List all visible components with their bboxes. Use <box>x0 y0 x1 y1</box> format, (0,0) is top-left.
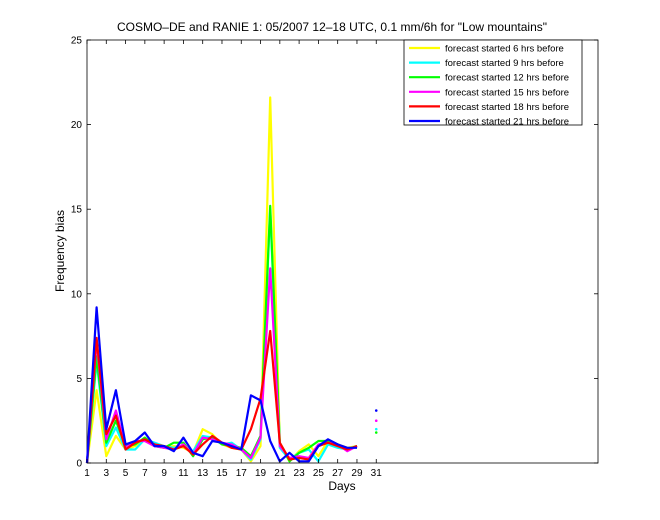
isolated-point <box>374 409 378 412</box>
legend-label: forecast started 21 hrs before <box>445 117 569 128</box>
legend: forecast started 6 hrs before forecast st… <box>403 39 583 128</box>
x-tick-label: 9 <box>161 468 167 479</box>
legend-label: forecast started 6 hrs before <box>445 44 564 55</box>
isolated-point <box>374 431 378 434</box>
y-tick-label: 25 <box>71 36 83 47</box>
x-tick-label: 17 <box>236 468 248 479</box>
x-tick-label: 3 <box>104 468 110 479</box>
y-tick-label: 20 <box>71 120 83 131</box>
y-tick-label: 15 <box>71 205 83 216</box>
chart-title: COSMO–DE and RANIE 1: 05/2007 12–18 UTC,… <box>117 20 547 34</box>
x-tick-label: 27 <box>332 468 344 479</box>
y-tick-label: 10 <box>71 289 83 300</box>
legend-label: forecast started 15 hrs before <box>445 87 569 98</box>
x-tick-label: 23 <box>294 468 306 479</box>
series-lines <box>85 96 358 464</box>
x-tick-label: 5 <box>123 468 129 479</box>
legend-label: forecast started 12 hrs before <box>445 73 569 84</box>
x-tick-label: 31 <box>371 468 383 479</box>
x-tick-label: 7 <box>142 468 148 479</box>
x-tick-label: 13 <box>197 468 209 479</box>
y-axis-label: Frequency bias <box>53 210 67 292</box>
legend-label: forecast started 18 hrs before <box>445 102 569 113</box>
x-tick-label: 21 <box>274 468 286 479</box>
series-line-6 <box>85 306 357 464</box>
x-tick-label: 1 <box>84 468 90 479</box>
isolated-point <box>374 419 378 423</box>
legend-box <box>403 39 583 126</box>
x-axis: 1 3 5 7 9 11 13 15 17 19 21 23 25 27 29 31 <box>84 40 382 479</box>
isolated-point <box>374 427 378 431</box>
x-axis-label: Days <box>328 479 355 493</box>
x-tick-label: 25 <box>313 468 325 479</box>
legend-label: forecast started 9 hrs before <box>445 58 564 69</box>
isolated-points <box>374 409 378 434</box>
x-tick-label: 19 <box>255 468 267 479</box>
y-tick-label: 0 <box>76 459 82 470</box>
x-tick-label: 15 <box>216 468 228 479</box>
y-axis: 0 5 10 15 20 25 <box>71 36 598 470</box>
y-tick-label: 5 <box>76 374 82 385</box>
x-tick-label: 11 <box>178 468 189 479</box>
x-tick-label: 29 <box>351 468 363 479</box>
